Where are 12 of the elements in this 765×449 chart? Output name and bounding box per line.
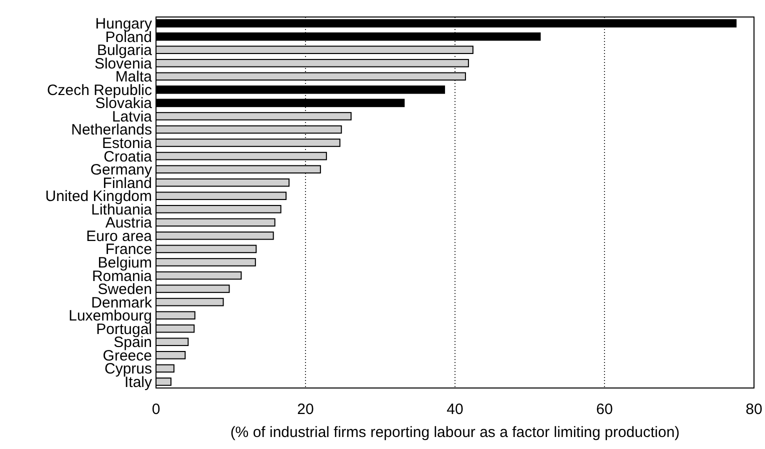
y-tick-label: United Kingdom xyxy=(45,188,152,206)
x-axis-title: (% of industrial firms reporting labour as a factor limiting production) xyxy=(230,424,680,441)
y-tick-label: Hungary xyxy=(95,16,152,33)
x-tick-label: 40 xyxy=(446,401,464,418)
y-tick-label: Bulgaria xyxy=(96,42,153,60)
x-tick-label: 80 xyxy=(746,401,762,418)
x-tick-label: 20 xyxy=(297,401,314,418)
x-tick-label: 0 xyxy=(152,401,160,418)
y-tick-label: Cyprus xyxy=(104,360,152,378)
y-tick-label: Belgium xyxy=(98,254,152,272)
x-tick-label: 60 xyxy=(596,401,613,418)
y-tick-label: Czech Republic xyxy=(46,82,152,99)
